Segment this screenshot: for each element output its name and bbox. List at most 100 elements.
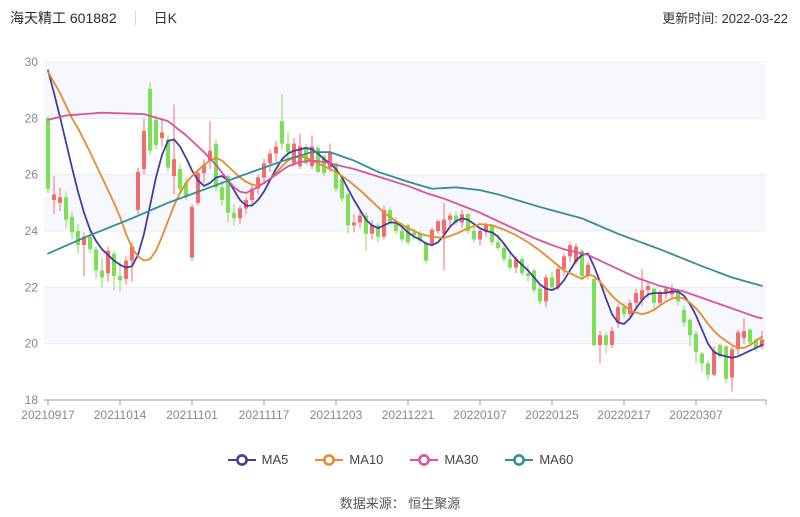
candle-body[interactable] bbox=[706, 363, 710, 375]
candle-body[interactable] bbox=[526, 273, 530, 277]
candle-body[interactable] bbox=[370, 225, 374, 234]
candle-body[interactable] bbox=[760, 339, 764, 347]
candle-body[interactable] bbox=[52, 194, 56, 201]
candle-body[interactable] bbox=[442, 219, 446, 234]
candle-body[interactable] bbox=[454, 215, 458, 223]
candle-body[interactable] bbox=[538, 288, 542, 302]
candle-body[interactable] bbox=[172, 159, 176, 177]
candle-body[interactable] bbox=[136, 171, 140, 210]
candle-body[interactable] bbox=[154, 119, 158, 146]
candle-body[interactable] bbox=[220, 187, 224, 201]
candlestick-chart[interactable]: 30 28 26 24 22 20 18 20210917 20211014 20211101 20… bbox=[0, 0, 800, 432]
candle-body[interactable] bbox=[556, 269, 560, 288]
candle-body[interactable] bbox=[352, 222, 356, 226]
legend-item-ma30[interactable]: MA30 bbox=[409, 452, 478, 467]
candle-body[interactable] bbox=[562, 256, 566, 270]
candle-body[interactable] bbox=[124, 260, 128, 279]
candle-body[interactable] bbox=[688, 319, 692, 336]
candle-body[interactable] bbox=[478, 231, 482, 240]
candle-body[interactable] bbox=[658, 292, 662, 303]
candle-body[interactable] bbox=[748, 329, 752, 343]
candle-body[interactable] bbox=[754, 339, 758, 348]
candle-body[interactable] bbox=[100, 270, 104, 278]
candle-body[interactable] bbox=[712, 350, 716, 375]
candle-body[interactable] bbox=[178, 169, 182, 189]
candle-body[interactable] bbox=[64, 197, 68, 220]
candle-body[interactable] bbox=[76, 231, 80, 246]
candle-body[interactable] bbox=[334, 163, 338, 189]
candle-body[interactable] bbox=[166, 139, 170, 168]
candle-body[interactable] bbox=[82, 236, 86, 246]
candle-body[interactable] bbox=[466, 214, 470, 231]
candle-body[interactable] bbox=[550, 277, 554, 288]
candle-body[interactable] bbox=[472, 231, 476, 240]
candle-body[interactable] bbox=[292, 143, 296, 164]
candle-body[interactable] bbox=[394, 222, 398, 231]
candle-body[interactable] bbox=[520, 259, 524, 274]
candle-body[interactable] bbox=[718, 345, 722, 357]
candle-body[interactable] bbox=[316, 147, 320, 172]
candle-body[interactable] bbox=[412, 232, 416, 236]
candle-body[interactable] bbox=[514, 259, 518, 268]
candle-body[interactable] bbox=[184, 183, 188, 198]
candle-body[interactable] bbox=[262, 163, 266, 178]
candle-body[interactable] bbox=[724, 346, 728, 379]
candle-body[interactable] bbox=[286, 143, 290, 153]
candle-body[interactable] bbox=[250, 188, 254, 201]
candle-body[interactable] bbox=[58, 197, 62, 203]
candle-body[interactable] bbox=[280, 121, 284, 144]
candle-body[interactable] bbox=[628, 302, 632, 315]
candle-body[interactable] bbox=[148, 88, 152, 151]
legend-item-ma10[interactable]: MA10 bbox=[314, 452, 383, 467]
candle-body[interactable] bbox=[328, 152, 332, 168]
candle-body[interactable] bbox=[640, 290, 644, 301]
candle-body[interactable] bbox=[190, 207, 194, 258]
candle-body[interactable] bbox=[592, 278, 596, 346]
candle-body[interactable] bbox=[226, 176, 230, 213]
candle-body[interactable] bbox=[94, 249, 98, 271]
candle-body[interactable] bbox=[88, 236, 92, 250]
candle-body[interactable] bbox=[256, 177, 260, 189]
candle-body[interactable] bbox=[622, 307, 626, 315]
candle-body[interactable] bbox=[736, 332, 740, 350]
candle-body[interactable] bbox=[730, 349, 734, 378]
candle-body[interactable] bbox=[208, 150, 212, 161]
candle-body[interactable] bbox=[700, 353, 704, 364]
candle-body[interactable] bbox=[202, 164, 206, 174]
candle-body[interactable] bbox=[382, 209, 386, 237]
candle-body[interactable] bbox=[580, 250, 584, 277]
legend-item-ma60[interactable]: MA60 bbox=[504, 452, 573, 467]
candle-body[interactable] bbox=[196, 173, 200, 203]
candle-body[interactable] bbox=[304, 147, 308, 164]
candle-body[interactable] bbox=[424, 242, 428, 261]
candle-body[interactable] bbox=[742, 330, 746, 339]
candle-body[interactable] bbox=[106, 250, 110, 274]
candle-body[interactable] bbox=[490, 225, 494, 243]
candle-body[interactable] bbox=[310, 146, 314, 167]
candle-body[interactable] bbox=[238, 208, 242, 219]
candle-body[interactable] bbox=[118, 276, 122, 281]
candle-body[interactable] bbox=[406, 225, 410, 243]
candle-body[interactable] bbox=[604, 335, 608, 346]
candle-body[interactable] bbox=[358, 215, 362, 223]
candle-body[interactable] bbox=[634, 292, 638, 303]
candle-body[interactable] bbox=[340, 178, 344, 199]
candle-body[interactable] bbox=[232, 212, 236, 219]
candle-body[interactable] bbox=[664, 288, 668, 293]
candle-body[interactable] bbox=[586, 264, 590, 277]
candle-body[interactable] bbox=[400, 231, 404, 240]
candle-body[interactable] bbox=[322, 156, 326, 174]
candle-body[interactable] bbox=[112, 253, 116, 277]
candle-body[interactable] bbox=[682, 309, 686, 323]
candle-body[interactable] bbox=[244, 200, 248, 209]
candle-body[interactable] bbox=[160, 132, 164, 139]
candle-body[interactable] bbox=[70, 216, 74, 233]
candle-body[interactable] bbox=[646, 285, 650, 291]
candle-body[interactable] bbox=[346, 194, 350, 226]
candle-body[interactable] bbox=[268, 153, 272, 164]
candle-body[interactable] bbox=[130, 246, 134, 261]
candle-body[interactable] bbox=[598, 335, 602, 346]
candle-body[interactable] bbox=[274, 146, 278, 154]
candle-body[interactable] bbox=[574, 246, 578, 262]
